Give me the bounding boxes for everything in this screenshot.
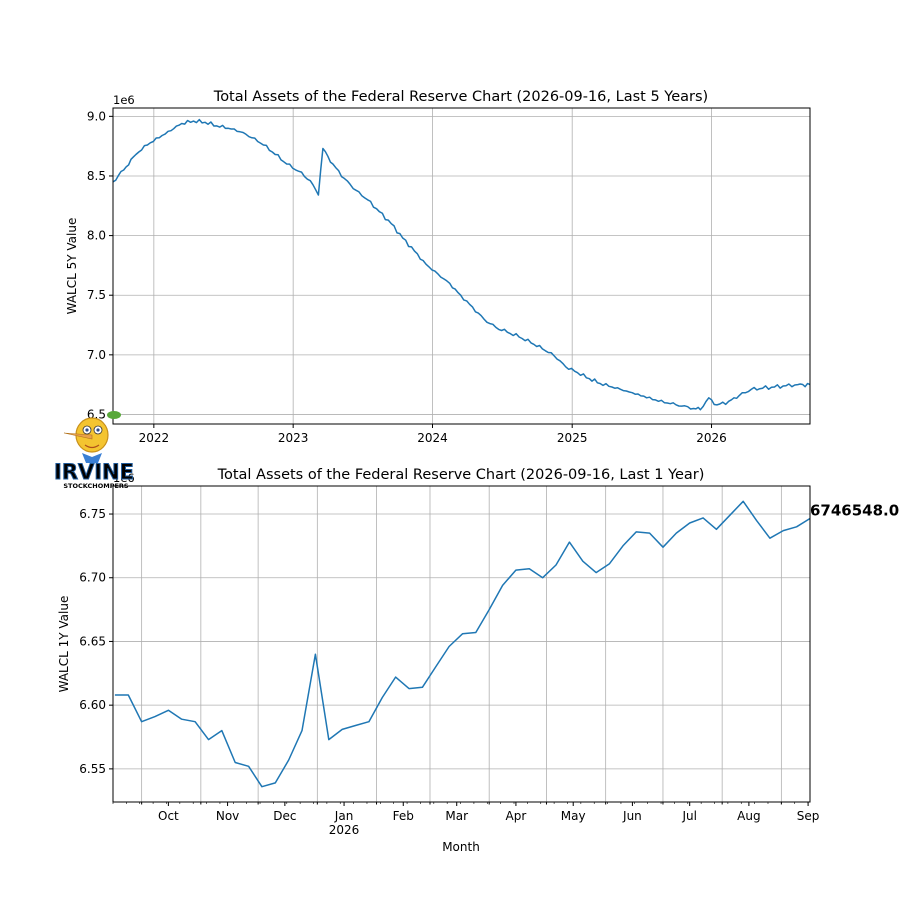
chart-5y-grid [113,108,810,424]
chart-5y-xtick-label: 2026 [696,431,727,445]
chart-1y-xtick-label: Jul [681,809,696,823]
chart-5y-ytick-label: 8.0 [87,229,106,243]
chart-1y-ytick-label: 6.60 [79,698,106,712]
chart-1y-xtick-label: Jan 2026 [329,809,360,837]
chart-1y-xtick-label: Oct [158,809,179,823]
chart-5y-xtick-label: 2022 [139,431,170,445]
chart-1y-ytick-label: 6.55 [79,762,106,776]
logo-name: IRVINE [54,460,134,484]
chart-5y: Total Assets of the Federal Reserve Char… [65,89,811,445]
chart-1y-ticks: 6.55 6.60 6.65 6.70 6.75 Oct Nov Dec Jan 2026 Feb M… [79,507,819,837]
chart-1y-ytick-label: 6.65 [79,634,106,648]
chart-5y-xtick-label: 2024 [417,431,448,445]
chart-5y-xtick-label: 2025 [557,431,588,445]
chart-1y-series-line [114,500,811,788]
chart-5y-ylabel: WALCL 5Y Value [65,218,79,315]
chart-5y-ytick-label: 7.5 [87,288,106,302]
chart-5y-ytick-label: 8.5 [87,169,106,183]
logo-sub: STOCKCHOMPERS [63,482,129,490]
chart-1y-xtick-label: Sep [797,809,820,823]
chart-5y-offset-label: 1e6 [113,93,135,107]
chart-1y-xlabel: Month [442,840,480,854]
chart-5y-ytick-label: 7.0 [87,348,106,362]
chart-1y: Total Assets of the Federal Reserve Char… [57,467,900,854]
chart-1y-xtick-label: Mar [445,809,468,823]
chart-1y-xtick-label: Feb [393,809,414,823]
chart-1y-last-value-label: 6746548.00 [810,501,900,519]
chart-5y-series-line [112,118,811,411]
chart-1y-xtick-label: Jun [622,809,642,823]
chart-1y-axes-frame [112,485,811,803]
chart-5y-title: Total Assets of the Federal Reserve Char… [213,89,708,105]
chart-1y-title: Total Assets of the Federal Reserve Char… [217,467,705,483]
chart-5y-ytick-label: 9.0 [87,109,106,123]
chart-1y-ylabel: WALCL 1Y Value [57,596,71,693]
chart-1y-offset-label: 1e6 [113,471,135,485]
chart-1y-ytick-label: 6.75 [79,507,106,521]
irvine-stockchompers-logo: IRVINE STOCKCHOMPERS [54,411,134,490]
chart-1y-grid [113,486,810,802]
chart-5y-axes-frame [112,107,811,425]
chart-1y-xtick-label: Dec [273,809,296,823]
chart-1y-ytick-label: 6.70 [79,571,106,585]
chart-1y-xtick-label: Apr [506,809,527,823]
chart-1y-xtick-label: Aug [737,809,760,823]
chart-5y-xtick-label: 2023 [278,431,309,445]
chart-1y-xtick-label: Nov [216,809,239,823]
chart-1y-xtick-label: May [561,809,586,823]
